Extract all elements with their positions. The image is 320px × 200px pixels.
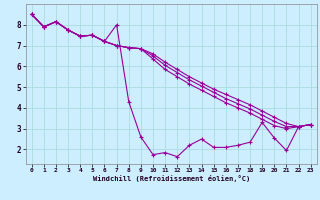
X-axis label: Windchill (Refroidissement éolien,°C): Windchill (Refroidissement éolien,°C) bbox=[92, 175, 250, 182]
